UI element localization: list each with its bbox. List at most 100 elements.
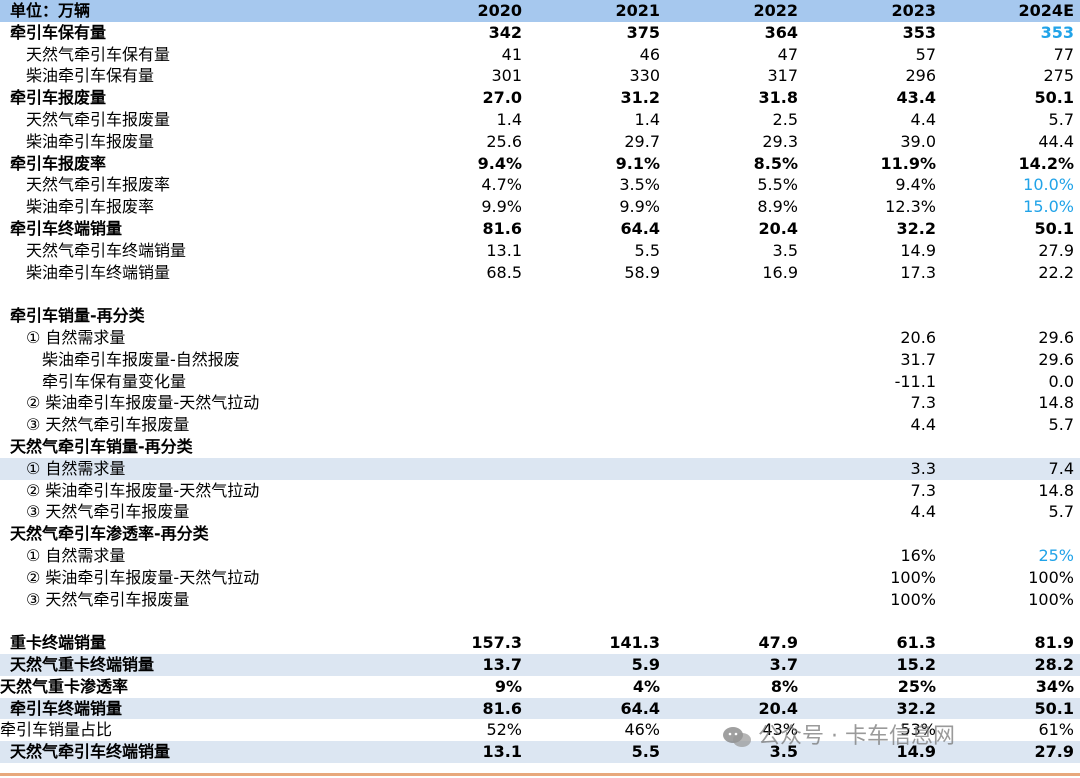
cell-value bbox=[390, 480, 528, 502]
cell-value: 375 bbox=[626, 22, 660, 42]
cell-value bbox=[666, 371, 804, 393]
cell-value: 4.7% bbox=[481, 175, 522, 195]
cell-value: 3.5% bbox=[619, 175, 660, 195]
cell-value: 43.4 bbox=[896, 88, 936, 108]
cell-value: 22.2 bbox=[1038, 262, 1074, 282]
row-label: 天然气牵引车渗透率-再分类 bbox=[10, 524, 209, 544]
cell-value: 47.9 bbox=[758, 633, 798, 653]
table-row: ② 柴油牵引车报废量-天然气拉动 7.3 14.8 bbox=[0, 392, 1080, 414]
cell-value: 14.8 bbox=[1038, 393, 1074, 413]
cell-value bbox=[528, 371, 666, 393]
table-row: 牵引车销量-再分类 bbox=[0, 305, 1080, 327]
cell-value: 141.3 bbox=[609, 633, 660, 653]
row-label: ② 柴油牵引车报废量-天然气拉动 bbox=[26, 480, 260, 500]
row-label: 天然气牵引车保有量 bbox=[26, 44, 171, 64]
row-label: 柴油牵引车终端销量 bbox=[26, 262, 171, 282]
row-label: 牵引车保有量变化量 bbox=[42, 371, 187, 391]
bottom-rule bbox=[0, 773, 1080, 776]
year-2023: 2023 bbox=[804, 0, 942, 22]
cell-value bbox=[528, 392, 666, 414]
cell-value bbox=[390, 371, 528, 393]
cell-value: 9.4% bbox=[477, 153, 522, 173]
table-row: ① 自然需求量 16% 25% bbox=[0, 545, 1080, 567]
cell-value bbox=[942, 283, 1080, 305]
row-label: 柴油牵引车报废量 bbox=[26, 131, 155, 151]
table-row: 柴油牵引车报废量 25.6 29.7 29.3 39.0 44.4 bbox=[0, 131, 1080, 153]
unit-label: 单位：万辆 bbox=[0, 0, 390, 22]
cell-value: 64.4 bbox=[620, 218, 660, 238]
year-2020: 2020 bbox=[390, 0, 528, 22]
cell-value: 14.9 bbox=[900, 240, 936, 260]
cell-value: 68.5 bbox=[486, 262, 522, 282]
cell-value: 61.3 bbox=[896, 633, 936, 653]
cell-value bbox=[804, 305, 942, 327]
cell-value: -11.1 bbox=[894, 371, 936, 391]
row-label: 牵引车销量占比 bbox=[0, 720, 113, 740]
cell-value bbox=[528, 457, 666, 480]
cell-value bbox=[666, 457, 804, 480]
cell-value bbox=[528, 414, 666, 436]
table-row: 柴油牵引车终端销量 68.5 58.9 16.9 17.3 22.2 bbox=[0, 262, 1080, 284]
cell-value bbox=[942, 305, 1080, 327]
cell-value: 9.1% bbox=[615, 153, 660, 173]
cell-value bbox=[390, 305, 528, 327]
cell-value: 20.4 bbox=[758, 218, 798, 238]
cell-value: 58.9 bbox=[624, 262, 660, 282]
cell-value: 16.9 bbox=[762, 262, 798, 282]
table-row: ① 自然需求量 3.3 7.4 bbox=[0, 457, 1080, 480]
cell-value bbox=[528, 327, 666, 349]
cell-value: 81.6 bbox=[390, 697, 528, 720]
cell-value bbox=[666, 305, 804, 327]
year-2021: 2021 bbox=[528, 0, 666, 22]
cell-value: 13.1 bbox=[390, 741, 528, 763]
cell-value: 31.2 bbox=[620, 88, 660, 108]
cell-value bbox=[528, 501, 666, 523]
cell-value: 81.6 bbox=[482, 218, 522, 238]
row-label: ① 自然需求量 bbox=[0, 457, 390, 480]
cell-value: 44.4 bbox=[1038, 131, 1074, 151]
row-label: ① 自然需求量 bbox=[26, 545, 126, 565]
cell-value: 3.5 bbox=[666, 741, 804, 763]
row-label: 牵引车终端销量 bbox=[0, 697, 390, 720]
table-row: 牵引车终端销量 81.6 64.4 20.4 32.2 50.1 bbox=[0, 218, 1080, 240]
cell-value bbox=[666, 414, 804, 436]
cell-value bbox=[390, 436, 528, 458]
row-label: 牵引车终端销量 bbox=[10, 218, 123, 238]
cell-value bbox=[804, 523, 942, 545]
table-row: ② 柴油牵引车报废量-天然气拉动 7.3 14.8 bbox=[0, 480, 1080, 502]
cell-value bbox=[528, 480, 666, 502]
table-row: 重卡终端销量 157.3 141.3 47.9 61.3 81.9 bbox=[0, 632, 1080, 654]
cell-value bbox=[390, 545, 528, 567]
cell-value bbox=[390, 501, 528, 523]
cell-value bbox=[942, 610, 1080, 632]
row-label: ② 柴油牵引车报废量-天然气拉动 bbox=[26, 393, 260, 413]
cell-value: 20.4 bbox=[666, 697, 804, 720]
cell-value bbox=[528, 545, 666, 567]
cell-value: 14.2% bbox=[1018, 153, 1074, 173]
cell-value: 32.2 bbox=[896, 218, 936, 238]
cell-value bbox=[804, 610, 942, 632]
cell-value: 46 bbox=[639, 44, 660, 64]
cell-value: 29.6 bbox=[1038, 327, 1074, 347]
cell-value: 50.1 bbox=[1034, 88, 1074, 108]
cell-value: 7.3 bbox=[910, 393, 936, 413]
table-row: ③ 天然气牵引车报废量 100% 100% bbox=[0, 589, 1080, 611]
row-label: ③ 天然气牵引车报废量 bbox=[26, 502, 190, 522]
cell-value: 77 bbox=[1053, 44, 1074, 64]
cell-value: 50.1 bbox=[942, 697, 1080, 720]
row-label: 重卡终端销量 bbox=[10, 633, 107, 653]
cell-value: 342 bbox=[488, 22, 522, 42]
row-label: 牵引车报废率 bbox=[10, 153, 107, 173]
cell-value: 27.9 bbox=[1038, 240, 1074, 260]
table-row: 天然气重卡渗透率 9% 4% 8% 25% 34% bbox=[0, 676, 1080, 698]
cell-value: 50.1 bbox=[1034, 218, 1074, 238]
cell-value: 29.7 bbox=[624, 131, 660, 151]
cell-value bbox=[390, 414, 528, 436]
cell-value: 0.0 bbox=[1048, 371, 1074, 391]
cell-value: 14.8 bbox=[1038, 480, 1074, 500]
cell-value: 4% bbox=[632, 676, 660, 696]
cell-value: 64.4 bbox=[528, 697, 666, 720]
cell-value: 32.2 bbox=[804, 697, 942, 720]
cell-value: 5.9 bbox=[528, 653, 666, 676]
table-row: 天然气牵引车终端销量 13.1 5.5 3.5 14.9 27.9 bbox=[0, 741, 1080, 763]
